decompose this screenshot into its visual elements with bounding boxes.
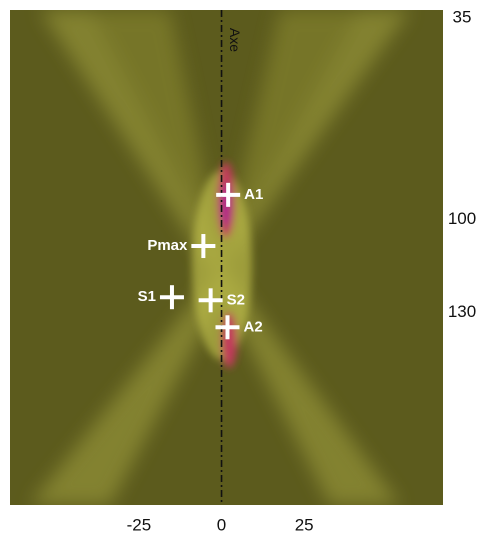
point-label: A1 (244, 186, 263, 203)
y-tick-label: 130 (448, 302, 476, 321)
marker (159, 285, 184, 310)
x-tick-label: -25 (127, 515, 152, 534)
x-tick-label: 0 (217, 515, 226, 534)
point-label: A2 (243, 318, 262, 335)
point-label: S2 (227, 291, 245, 308)
y-tick-label: 100 (448, 209, 476, 228)
marker (215, 315, 240, 340)
marks: Axe -25 0 25 35 100 130 A1 Pmax S1 S2 A2 (127, 8, 477, 535)
point-label: Pmax (147, 237, 188, 254)
marker (191, 234, 216, 259)
y-tick-label: 35 (453, 8, 472, 27)
x-tick-label: 25 (295, 515, 314, 534)
marker (216, 182, 241, 207)
field-map (10, 10, 443, 505)
point-label: S1 (138, 288, 156, 305)
marker (198, 288, 223, 313)
axis-line-label: Axe (227, 28, 243, 52)
